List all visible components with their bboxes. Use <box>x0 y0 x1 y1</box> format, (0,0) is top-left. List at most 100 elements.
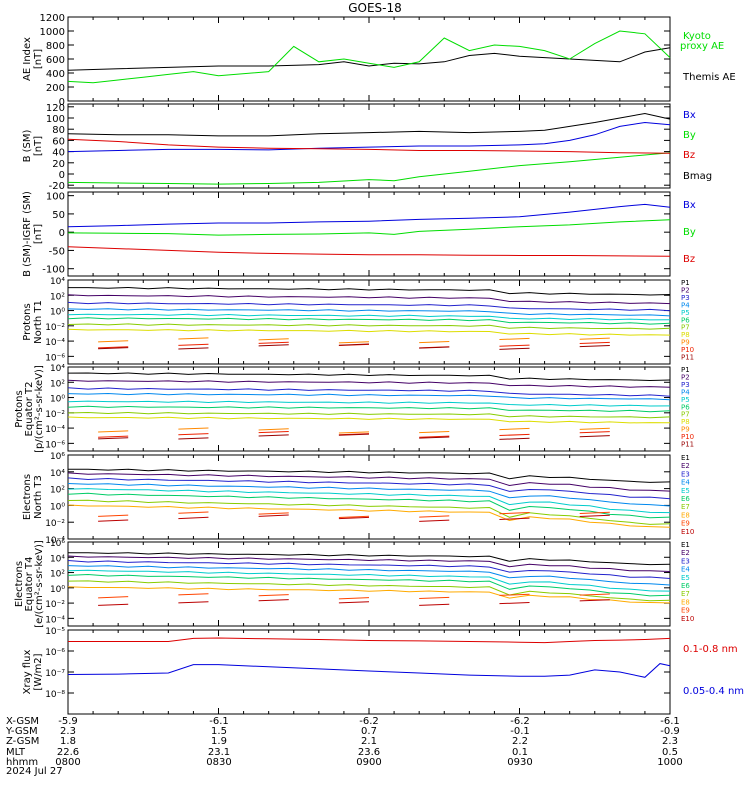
bsm-legend-bmag: Bmag <box>683 171 712 182</box>
protons-e-legend-p9: P9 <box>681 426 690 434</box>
bsm-ytick-label: 80 <box>52 125 65 136</box>
protons-n-series-p10 <box>499 344 530 347</box>
bsm-ylabel: B (SM) <box>22 129 33 162</box>
protons-n-legend-p4: P4 <box>681 301 690 309</box>
footer-row-label: X-GSM <box>6 716 39 727</box>
protons-e-series-p10 <box>258 431 289 434</box>
electrons-n-legend-e8: E8 <box>681 511 690 519</box>
electrons-n-series-e10 <box>579 514 610 517</box>
protons-e-series-p5 <box>67 400 671 407</box>
protons-n-ytick-label: 10² <box>50 292 65 302</box>
ae-ytick-label: 1000 <box>40 27 65 38</box>
xray-ytick-label: 10⁻⁶ <box>45 648 65 658</box>
protons-e-series-p10 <box>419 435 450 438</box>
protons-e-legend-p7: P7 <box>681 411 690 419</box>
electrons-e-legend-e2: E2 <box>681 549 690 557</box>
bsm-series-bz <box>67 138 671 154</box>
electrons-n-series-e9 <box>419 515 450 518</box>
protons-n-series-p10 <box>178 343 209 346</box>
protons-n-series-p9 <box>419 340 450 344</box>
electrons-n-legend-e3: E3 <box>681 470 690 478</box>
bsm-legend-bx: Bx <box>683 110 696 121</box>
protons-e-legend-p4: P4 <box>681 388 690 396</box>
protons-e-series-p1 <box>67 372 671 382</box>
electrons-e-series-e3 <box>67 560 671 579</box>
protons-n-series-p8 <box>67 328 671 336</box>
electrons-n-legend-e10: E10 <box>681 528 694 536</box>
protons-n-series-p10 <box>98 346 129 349</box>
electrons-e-series-e9 <box>258 594 289 597</box>
protons-e-legend-p11: P11 <box>681 441 694 449</box>
bsm-ytick-label: 100 <box>46 114 65 125</box>
electrons-n-ytick-label: 10⁻² <box>45 519 65 529</box>
electrons-n-ylabel: North T3 <box>33 475 44 519</box>
bsm-igrf-ytick-label: -50 <box>49 246 65 257</box>
electrons-e-series-e8 <box>67 586 671 604</box>
electrons-e-series-e2 <box>67 555 671 572</box>
protons-n-series-p1 <box>68 286 671 296</box>
xray-series-0-1-0-8-nm <box>68 637 671 644</box>
electrons-e-series-e1 <box>68 552 671 566</box>
electrons-e-series-e10 <box>419 603 450 606</box>
protons-e-series-p11 <box>178 437 209 440</box>
protons-e-series-p11 <box>258 434 289 437</box>
protons-e-legend-p3: P3 <box>681 381 690 389</box>
electrons-e-series-e9 <box>499 593 530 596</box>
electrons-n-series-e9 <box>258 512 289 515</box>
protons-n-series-p6 <box>67 317 671 325</box>
bsm-igrf-ytick-label: 0 <box>59 228 65 239</box>
protons-n-legend-p1: P1 <box>681 279 690 287</box>
electrons-e-legend-e6: E6 <box>681 582 690 590</box>
footer-value: -0.1 <box>510 726 530 737</box>
electrons-e-legend-e1: E1 <box>681 541 690 549</box>
protons-e-series-p7 <box>67 411 671 419</box>
bsm-ytick-label: 0 <box>59 170 65 181</box>
protons-n-series-p4 <box>67 308 671 317</box>
bsm-igrf-legend-by: By <box>683 227 696 238</box>
protons-e-series-p4 <box>67 392 671 401</box>
electrons-e-series-e10 <box>258 599 289 602</box>
electrons-e-series-e7 <box>67 580 671 602</box>
footer-value: 0.7 <box>361 726 377 737</box>
xray-ylabel: Xray flux <box>22 650 33 695</box>
electrons-n-series-e10 <box>419 519 450 522</box>
electrons-e-series-e9 <box>178 593 209 596</box>
electrons-n-series-e8 <box>67 504 671 528</box>
bsm-ytick-label: 20 <box>52 159 65 170</box>
protons-e-series-p9 <box>338 431 370 434</box>
ae-ylabel: [nT] <box>33 49 44 69</box>
protons-e-ytick-label: 10⁰ <box>50 395 65 405</box>
bsm-legend-by: By <box>683 130 696 141</box>
protons-e-ytick-label: 10⁻⁶ <box>45 440 65 450</box>
electrons-n-ytick-label: 10⁶ <box>50 452 65 462</box>
ae-ytick-label: 800 <box>46 41 65 52</box>
protons-e-ylabel: [p/(cm²-s-sr-keV)] <box>34 365 45 453</box>
protons-e-series-p10 <box>178 433 209 436</box>
electrons-e-ylabel: Electrons <box>14 561 25 607</box>
protons-e-legend-p1: P1 <box>681 366 690 374</box>
electrons-e-ylabel: Equator T4 <box>24 557 35 612</box>
footer-row-label: 2024 Jul 27 <box>6 766 63 777</box>
footer-value: 1000 <box>657 757 682 768</box>
footer-value: -6.2 <box>359 716 379 727</box>
electrons-e-series-e9 <box>338 597 370 600</box>
xray-legend-0-05-0-4-nm: 0.05-0.4 nm <box>683 686 744 697</box>
footer-value: -5.9 <box>58 716 78 727</box>
protons-n-ytick-label: 10⁻⁴ <box>45 338 65 348</box>
protons-e-legend-p10: P10 <box>681 433 694 441</box>
electrons-n-series-e6 <box>67 492 671 519</box>
protons-n-series-p11 <box>178 347 209 350</box>
bsm-igrf-ytick-label: -100 <box>42 265 65 276</box>
xray-ytick-label: 10⁻⁵ <box>45 627 65 637</box>
protons-e-series-p11 <box>499 437 530 440</box>
bsm-igrf-ylabel: [nT] <box>33 224 44 244</box>
electrons-n-series-e10 <box>178 516 209 520</box>
footer-value: 22.6 <box>57 747 79 758</box>
bsm-ytick-label: -20 <box>49 181 65 192</box>
protons-e-series-p9 <box>258 428 289 431</box>
protons-n-series-p11 <box>258 344 289 347</box>
bsm-igrf-legend-bx: Bx <box>683 200 696 211</box>
xray-series-0-05-0-4-nm <box>67 663 671 678</box>
protons-e-legend-p2: P2 <box>681 373 690 381</box>
